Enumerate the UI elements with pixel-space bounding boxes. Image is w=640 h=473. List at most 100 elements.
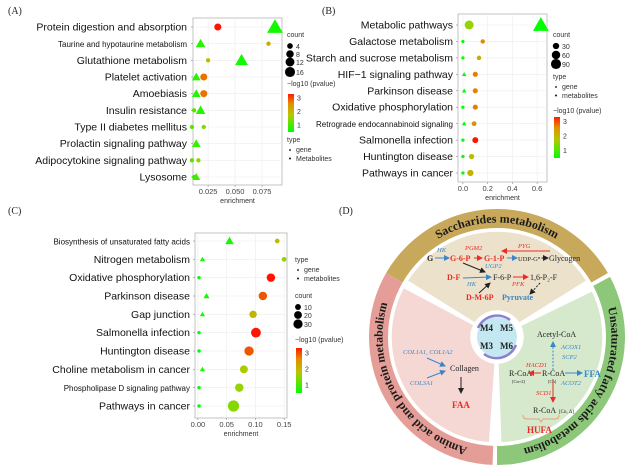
metabolite-point (203, 293, 210, 299)
legend-type-label: gene (296, 147, 312, 154)
category-label: Galactose metabolism (349, 36, 453, 48)
enzyme-pyg: PYG (517, 243, 531, 250)
metabolite-faa: FAA (452, 400, 470, 410)
gene-point (258, 291, 268, 301)
gene-point (197, 349, 201, 353)
metabolite-point (461, 121, 467, 126)
color-bar-label: 1 (297, 123, 301, 130)
gene-point (200, 90, 208, 98)
legend-count-label: 8 (296, 52, 300, 59)
module-m5: M5 (500, 323, 513, 333)
metabolite-g: G (427, 254, 433, 263)
gene-point (472, 137, 479, 144)
category-label: Biosynthesis of unsaturated fatty acids (53, 238, 190, 247)
amino-acid-pathway: COL1A1, COL1A2 Collagen COL3A1 FAA (403, 349, 479, 410)
gene-point (197, 275, 201, 280)
category-label: Huntington disease (100, 346, 190, 358)
legend-count-title: count (287, 32, 304, 39)
gene-point (197, 330, 201, 335)
center-circle (477, 317, 517, 357)
legend-type-title: type (295, 257, 308, 264)
gene-point (239, 365, 248, 374)
module-m3: M3 (480, 341, 493, 351)
fatty-acid-ribbon (497, 276, 625, 465)
color-bar-label: 2 (297, 109, 301, 116)
gene-point (472, 71, 478, 77)
plot-area (457, 13, 548, 183)
category-label: Parkinson disease (104, 291, 190, 303)
metabolite-point (199, 366, 206, 372)
enzyme-ugp2: UGP2 (485, 263, 502, 270)
gene-point (214, 23, 222, 31)
category-label: Insulin resistance (106, 105, 187, 117)
category-label: Choline metabolism in cancer (52, 364, 190, 376)
metabolite-point (461, 88, 467, 93)
gene-point (472, 88, 478, 94)
gene-point (467, 169, 474, 177)
gene-point (189, 158, 195, 163)
category-label: Protein digestion and absorption (36, 22, 187, 34)
gene-point (196, 158, 201, 163)
metabolite-dm6p: D-M-6P (466, 293, 494, 302)
category-label: Parkinson disease (367, 85, 453, 97)
legend-type-label: metabolites (304, 276, 340, 283)
category-label: Adipocytokine signaling pathway (35, 155, 188, 167)
category-label: Huntington disease (363, 151, 453, 163)
chain-length-label: [Cn] (548, 379, 557, 384)
panel-label-d: (D) (339, 206, 353, 217)
x-tick-label: 0.025 (199, 187, 218, 196)
gene-point (464, 20, 474, 30)
gene-point (197, 404, 201, 408)
legend-count-dot (550, 58, 562, 70)
gene-point (281, 256, 287, 262)
color-bar-label: 3 (305, 350, 309, 357)
color-bar-label: 3 (563, 119, 567, 126)
color-bar-label: 2 (305, 366, 309, 373)
cycle-arrow-icon (476, 314, 511, 329)
legend-count-label: 60 (562, 53, 570, 60)
metabolite-point (235, 53, 248, 66)
x-tick-label: 0.6 (532, 184, 542, 193)
color-bar (296, 348, 302, 393)
saccharides-ribbon (386, 209, 608, 283)
legend-count-dot (552, 42, 560, 50)
legend-count-label: 12 (296, 60, 304, 67)
color-bar-label: 2 (563, 134, 567, 141)
enzyme-hk: HK (436, 247, 447, 254)
x-tick-label: 0.10 (248, 420, 263, 429)
category-label: Pathways in cancer (99, 401, 191, 413)
color-bar (288, 94, 294, 132)
metabolite-rcoa: R-CoA (542, 369, 565, 378)
gene-point (461, 154, 465, 159)
gene-point (189, 124, 195, 130)
legend-type-label: gene (562, 84, 578, 91)
gene-point (266, 273, 276, 282)
enzyme-pgm2: PGM2 (464, 245, 483, 252)
category-label: Amoebiasis (133, 88, 187, 100)
category-label: Type II diabetes mellitus (74, 122, 187, 134)
category-label: Salmonella infection (96, 327, 190, 339)
legend-type-label: gene (304, 267, 320, 274)
legend-metabolite-marker (288, 157, 292, 160)
legend-type-title: type (287, 137, 300, 144)
panel-label-a: (A) (8, 6, 22, 17)
x-tick-label: 0.00 (191, 420, 206, 429)
category-label: Retrograde endocannabinoid signaling (316, 120, 453, 129)
gene-point (461, 39, 465, 44)
gene-point (461, 171, 465, 175)
legend-count-title: count (295, 293, 312, 300)
legend-color-title: −log10 (pvalue) (295, 337, 343, 344)
metabolite-point (191, 72, 201, 81)
metabolite-point (532, 17, 549, 31)
legend-count-dot (286, 50, 294, 58)
gene-col3a1: COL3A1 (410, 380, 433, 387)
metabolite-g1p: G-1-P (484, 254, 505, 263)
chart-panel-2: Biosynthesis of unsaturated fatty acids N… (52, 232, 343, 438)
gene-hacd1: HACD1 (525, 362, 547, 369)
metabolite-df: D-F (447, 273, 460, 282)
gene-point (235, 383, 244, 392)
category-label: Pathways in cancer (362, 168, 454, 180)
saccharides-sector (406, 230, 588, 325)
gene-point (274, 238, 280, 244)
module-m6: M6 (500, 341, 513, 351)
